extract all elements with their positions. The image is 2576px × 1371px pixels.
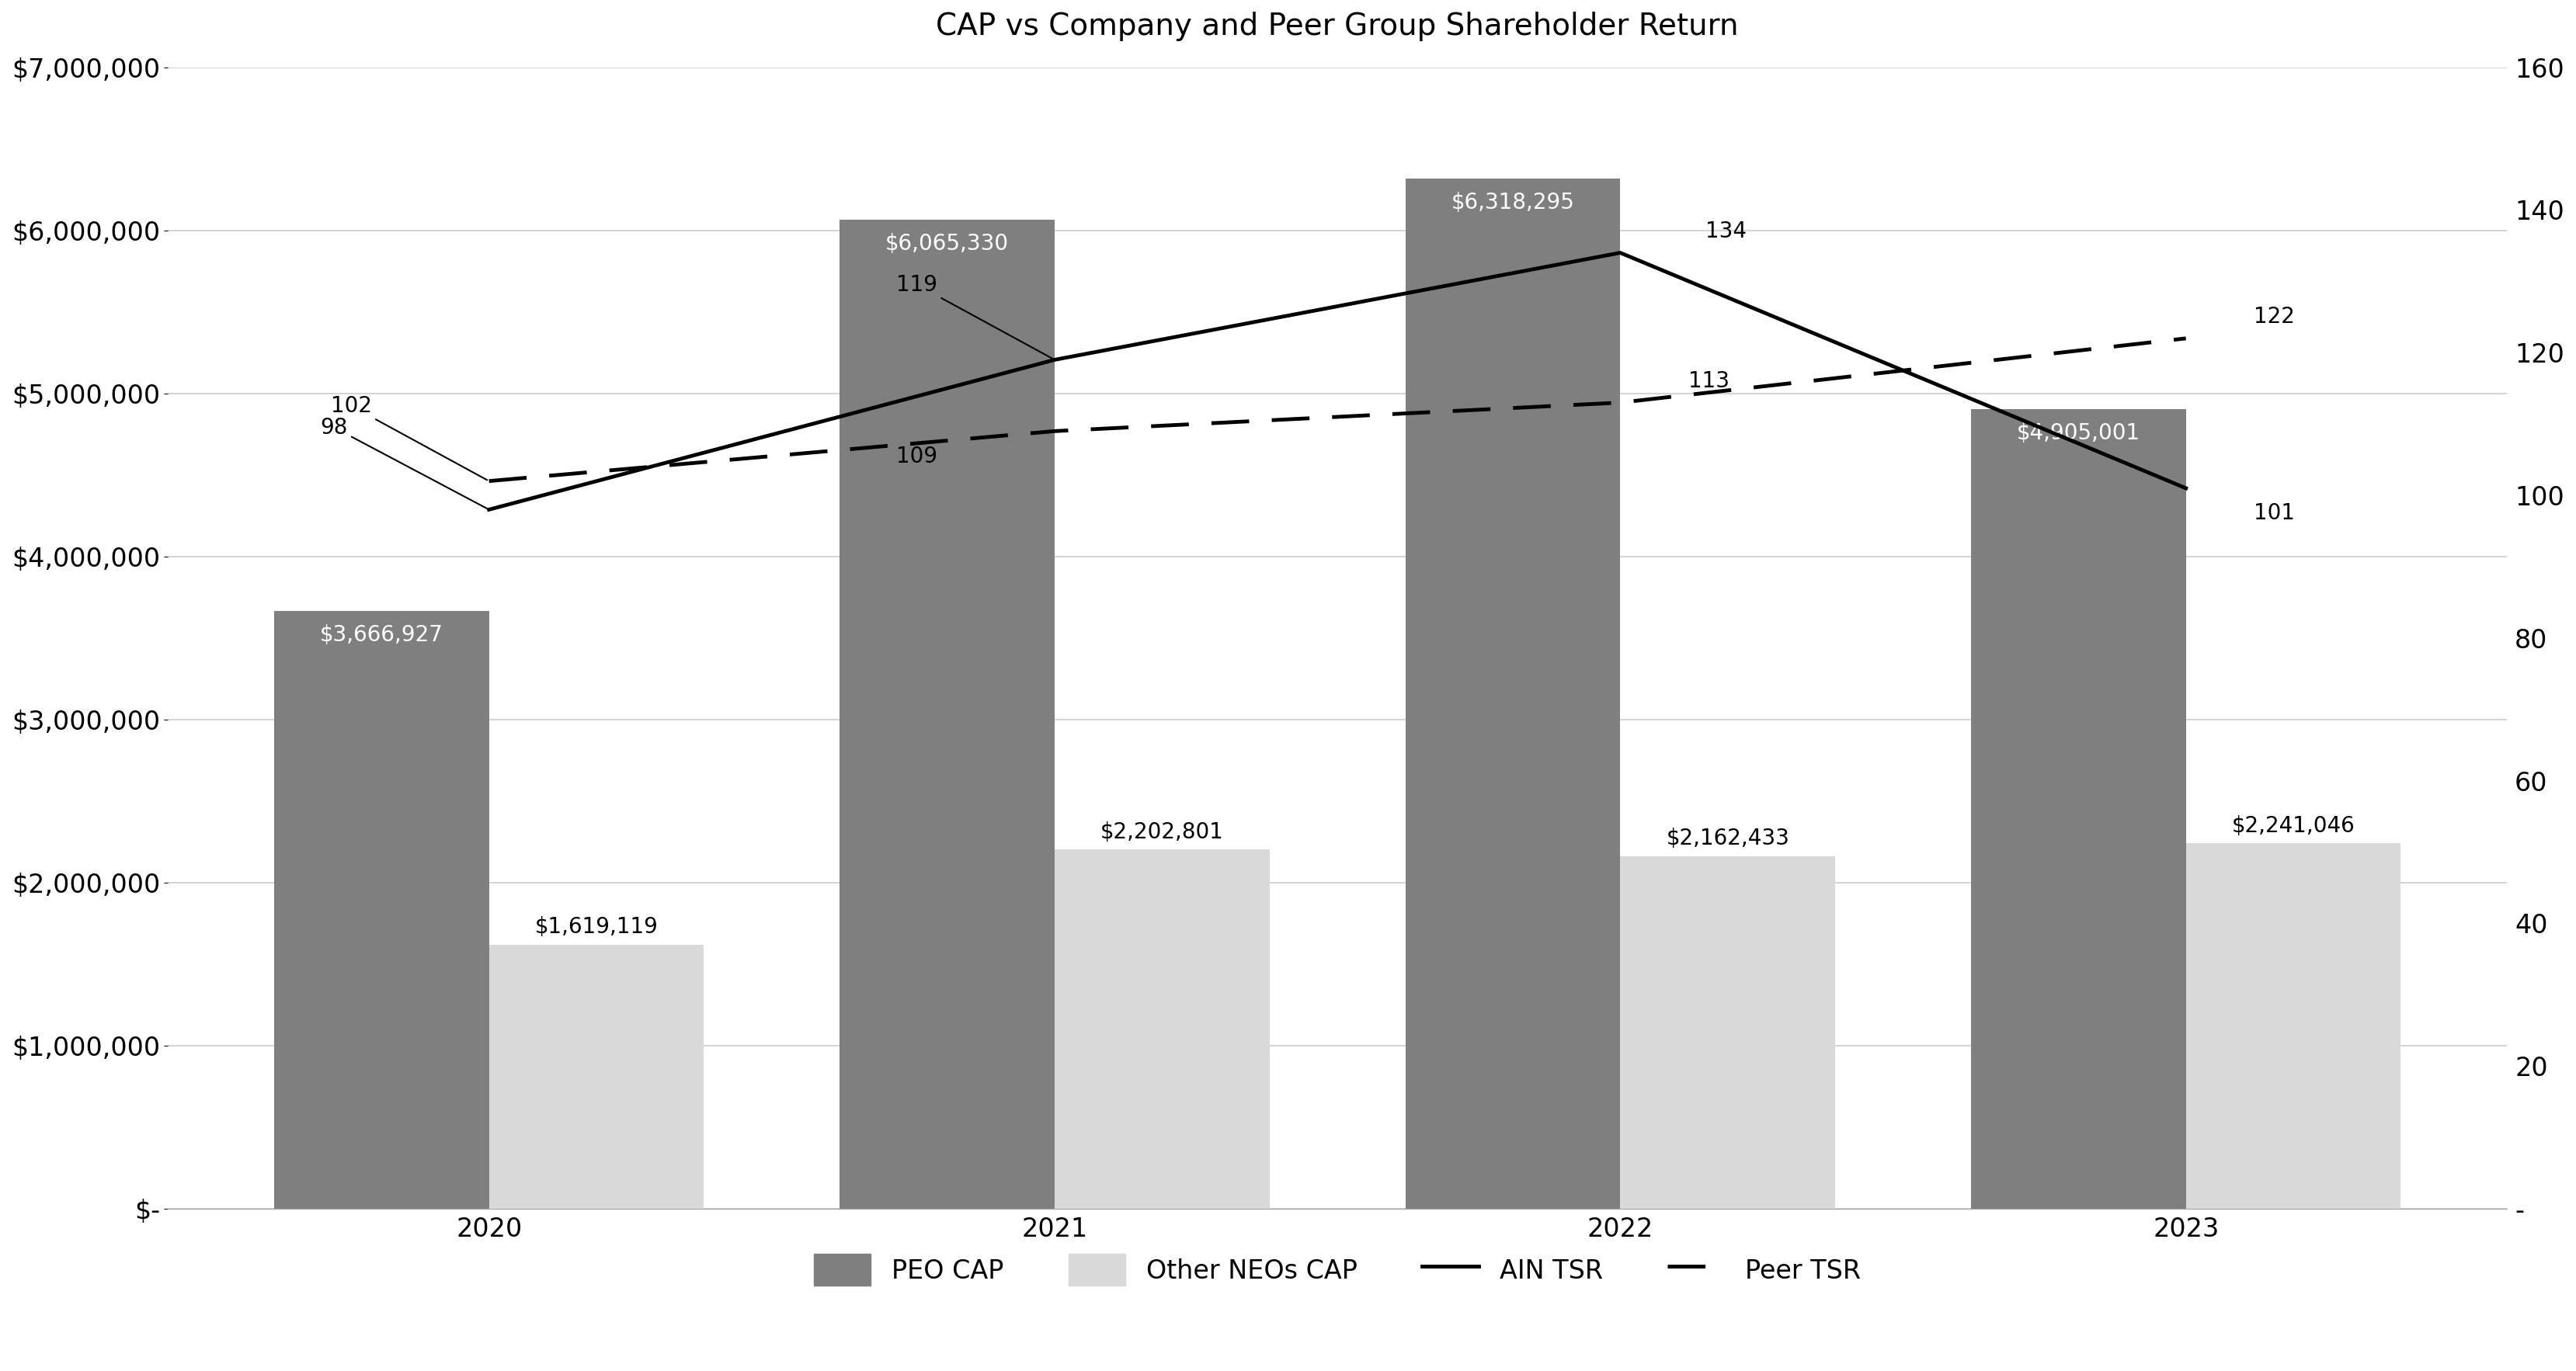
Bar [2187, 843, 2401, 1209]
Bar [1620, 856, 1834, 1209]
Line: AIN TSR: AIN TSR [489, 252, 2187, 510]
Bar [1971, 409, 2187, 1209]
Text: $1,619,119: $1,619,119 [536, 916, 659, 938]
Text: 101: 101 [2254, 502, 2295, 524]
Bar [1054, 850, 1270, 1209]
Text: 98: 98 [319, 417, 487, 509]
Bar [273, 611, 489, 1209]
Text: 119: 119 [896, 274, 1054, 359]
Bar [489, 945, 703, 1209]
Title: CAP vs Company and Peer Group Shareholder Return: CAP vs Company and Peer Group Shareholde… [935, 11, 1739, 41]
Peer TSR [1038, 422, 1069, 439]
AIN TSR [2172, 480, 2202, 496]
AIN TSR [474, 502, 505, 518]
Peer TSR [2172, 330, 2202, 347]
AIN TSR [1038, 351, 1069, 367]
Line: Peer TSR: Peer TSR [489, 339, 2187, 481]
Bar [1406, 178, 1620, 1209]
Text: 109: 109 [896, 446, 938, 468]
Text: $4,905,001: $4,905,001 [2017, 422, 2141, 444]
Bar [840, 219, 1054, 1209]
Text: $6,318,295: $6,318,295 [1450, 192, 1574, 214]
Text: 122: 122 [2254, 306, 2295, 328]
Text: 102: 102 [330, 395, 487, 480]
Text: 113: 113 [1687, 370, 1728, 392]
Text: 134: 134 [1705, 221, 1747, 243]
Peer TSR [1605, 395, 1636, 411]
Text: $3,666,927: $3,666,927 [319, 624, 443, 646]
AIN TSR [1605, 244, 1636, 260]
Text: $2,202,801: $2,202,801 [1100, 821, 1224, 843]
Text: $2,162,433: $2,162,433 [1667, 828, 1790, 850]
Text: $2,241,046: $2,241,046 [2231, 814, 2354, 836]
Peer TSR [474, 473, 505, 489]
Text: $6,065,330: $6,065,330 [886, 233, 1010, 255]
Legend: PEO CAP, Other NEOs CAP, AIN TSR, Peer TSR: PEO CAP, Other NEOs CAP, AIN TSR, Peer T… [801, 1241, 1873, 1298]
